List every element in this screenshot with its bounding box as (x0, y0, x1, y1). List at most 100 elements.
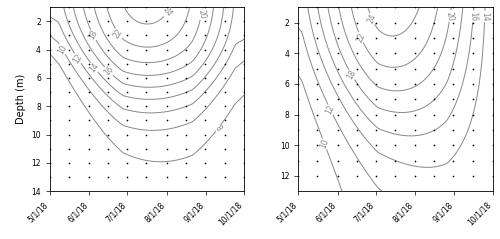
Point (46, 48, 54, 52)
Point (449, 51, 457, 55)
Point (449, 143, 457, 147)
Point (391, 97, 399, 101)
Point (294, 21, 302, 24)
Point (314, 51, 322, 55)
Point (201, 48, 209, 52)
Point (124, 104, 132, 108)
Point (124, 19, 132, 23)
Point (372, 143, 380, 147)
Point (372, 113, 380, 116)
Point (334, 97, 342, 101)
Point (391, 82, 399, 86)
Point (353, 5, 361, 9)
Point (334, 159, 342, 163)
Point (124, 90, 132, 94)
Point (411, 5, 419, 9)
Point (46, 119, 54, 122)
Point (221, 90, 229, 94)
Point (449, 128, 457, 132)
Point (162, 133, 170, 136)
Point (104, 161, 112, 165)
Point (182, 33, 190, 37)
Point (470, 5, 478, 9)
Point (372, 51, 380, 55)
Point (65, 104, 73, 108)
Point (104, 147, 112, 151)
Point (240, 5, 248, 9)
Point (372, 128, 380, 132)
Text: 22: 22 (355, 31, 367, 44)
Text: 12: 12 (324, 103, 336, 116)
Text: 20: 20 (445, 11, 455, 21)
Point (470, 36, 478, 40)
Point (411, 67, 419, 71)
Point (142, 48, 150, 52)
Point (470, 97, 478, 101)
Point (65, 90, 73, 94)
Point (294, 51, 302, 55)
Point (240, 175, 248, 179)
Point (353, 159, 361, 163)
Point (411, 51, 419, 55)
Point (124, 161, 132, 165)
Point (162, 175, 170, 179)
Point (488, 128, 496, 132)
Point (353, 113, 361, 116)
Point (353, 174, 361, 178)
Point (162, 161, 170, 165)
Point (294, 128, 302, 132)
Point (104, 90, 112, 94)
Point (142, 104, 150, 108)
Point (182, 175, 190, 179)
Point (391, 128, 399, 132)
Point (411, 159, 419, 163)
Point (182, 147, 190, 151)
Text: 14: 14 (88, 61, 101, 74)
Point (240, 147, 248, 151)
Point (104, 133, 112, 136)
Text: 14: 14 (480, 11, 490, 22)
Point (391, 143, 399, 147)
Point (470, 159, 478, 163)
Point (488, 5, 496, 9)
Point (353, 51, 361, 55)
Point (201, 133, 209, 136)
Point (124, 175, 132, 179)
Point (182, 76, 190, 80)
Point (65, 133, 73, 136)
Point (65, 147, 73, 151)
Point (470, 67, 478, 71)
Point (430, 128, 438, 132)
Point (104, 33, 112, 37)
Point (488, 51, 496, 55)
Text: 10: 10 (56, 43, 68, 55)
Point (201, 19, 209, 23)
Point (240, 62, 248, 66)
Point (182, 62, 190, 66)
Point (449, 67, 457, 71)
Point (314, 128, 322, 132)
Point (162, 48, 170, 52)
Point (240, 33, 248, 37)
Point (294, 82, 302, 86)
Point (411, 113, 419, 116)
Point (334, 82, 342, 86)
Point (449, 159, 457, 163)
Point (411, 128, 419, 132)
Point (449, 113, 457, 116)
Point (391, 67, 399, 71)
Point (142, 119, 150, 122)
Point (353, 21, 361, 24)
Point (449, 82, 457, 86)
Point (353, 82, 361, 86)
Point (201, 147, 209, 151)
Point (449, 21, 457, 24)
Point (221, 175, 229, 179)
Point (162, 104, 170, 108)
Point (124, 119, 132, 122)
Point (470, 143, 478, 147)
Point (182, 5, 190, 9)
Point (430, 174, 438, 178)
Point (201, 90, 209, 94)
Point (294, 159, 302, 163)
